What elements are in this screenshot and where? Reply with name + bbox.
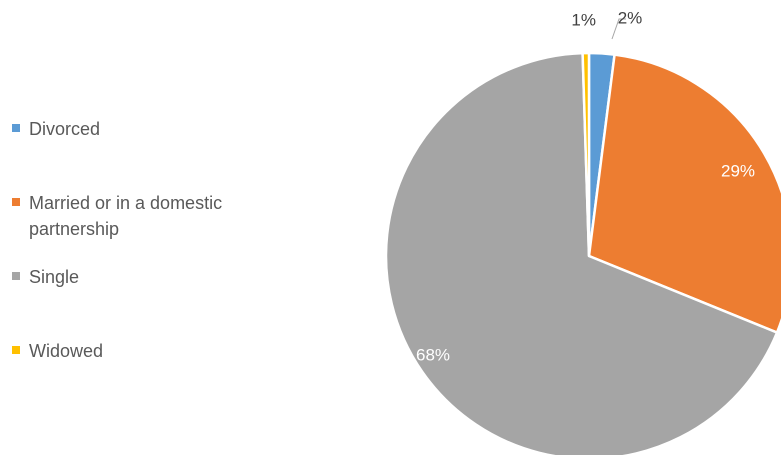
legend-label-divorced: Divorced [29,119,101,139]
legend-label-married: Married or in a domestic partnership [29,193,223,239]
legend-swatch-divorced [12,124,20,132]
legend-item-widowed: Widowed [12,338,279,364]
data-label-married-or-in-a-domestic-partnership: 29% [721,161,755,180]
legend-swatch-married [12,198,20,206]
legend-swatch-single [12,272,20,280]
data-label-divorced: 2% [618,8,643,27]
legend-label-single: Single [29,267,80,287]
data-label-widowed: 1% [571,10,596,29]
legend-item-single: Single [12,264,279,290]
pie-slice-single [384,51,779,460]
legend-item-divorced: Divorced [12,116,279,142]
data-label-single: 68% [416,345,450,364]
legend-swatch-widowed [12,346,20,354]
leader-line-divorced [611,18,626,40]
legend-item-married: Married or in a domestic partnership [12,190,279,242]
legend-label-widowed: Widowed [29,341,104,361]
pie-slice-widowed [581,51,591,258]
pie-slice-married-or-in-a-domestic-partnership [587,53,781,334]
